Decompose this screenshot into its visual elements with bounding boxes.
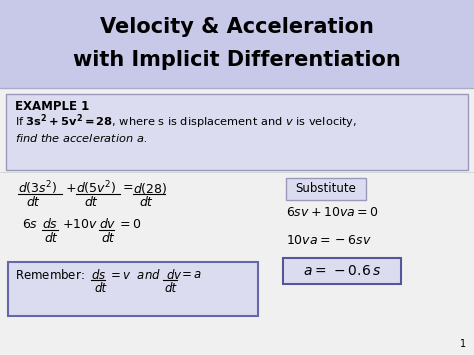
FancyBboxPatch shape bbox=[286, 178, 366, 200]
Text: Velocity & Acceleration: Velocity & Acceleration bbox=[100, 17, 374, 37]
Text: 1: 1 bbox=[460, 339, 466, 349]
Text: dt: dt bbox=[84, 196, 97, 208]
Text: $= v$  and  $dv$: $= v$ and $dv$ bbox=[108, 268, 183, 282]
Text: Substitute: Substitute bbox=[296, 182, 356, 196]
Text: $d(5v^2)$: $d(5v^2)$ bbox=[76, 179, 117, 197]
Text: $= 0$: $= 0$ bbox=[117, 218, 141, 230]
Text: $+ 10v$: $+ 10v$ bbox=[62, 218, 98, 230]
Text: with Implicit Differentiation: with Implicit Differentiation bbox=[73, 50, 401, 70]
Text: find the acceleration $a$.: find the acceleration $a$. bbox=[15, 132, 147, 144]
Text: $= a$: $= a$ bbox=[179, 268, 202, 282]
Text: $ds$: $ds$ bbox=[42, 217, 58, 231]
Text: $d(3s^2)$: $d(3s^2)$ bbox=[18, 179, 57, 197]
Text: dt: dt bbox=[94, 283, 106, 295]
FancyBboxPatch shape bbox=[0, 0, 474, 88]
Text: EXAMPLE 1: EXAMPLE 1 bbox=[15, 100, 89, 114]
Text: $dv$: $dv$ bbox=[99, 217, 117, 231]
Text: $10va = -6sv$: $10va = -6sv$ bbox=[286, 234, 372, 246]
Text: =: = bbox=[123, 181, 134, 195]
Text: dt: dt bbox=[26, 196, 39, 208]
Text: dt: dt bbox=[139, 196, 152, 208]
Text: dt: dt bbox=[44, 231, 57, 245]
Text: +: + bbox=[66, 181, 77, 195]
Text: Remember:  $ds$: Remember: $ds$ bbox=[15, 268, 107, 282]
Text: dt: dt bbox=[164, 283, 176, 295]
FancyBboxPatch shape bbox=[6, 94, 468, 170]
FancyBboxPatch shape bbox=[283, 258, 401, 284]
Text: If $\mathbf{3s^2 + 5v^2 = 28}$, where s is displacement and $v$ is velocity,: If $\mathbf{3s^2 + 5v^2 = 28}$, where s … bbox=[15, 113, 357, 131]
Text: $6sv + 10va = 0$: $6sv + 10va = 0$ bbox=[286, 207, 379, 219]
Text: $6s$: $6s$ bbox=[22, 218, 38, 230]
Text: dt: dt bbox=[101, 231, 114, 245]
Text: $a =\, -0.6\, s$: $a =\, -0.6\, s$ bbox=[303, 264, 381, 278]
FancyBboxPatch shape bbox=[8, 262, 258, 316]
Text: $d(28)$: $d(28)$ bbox=[133, 180, 167, 196]
